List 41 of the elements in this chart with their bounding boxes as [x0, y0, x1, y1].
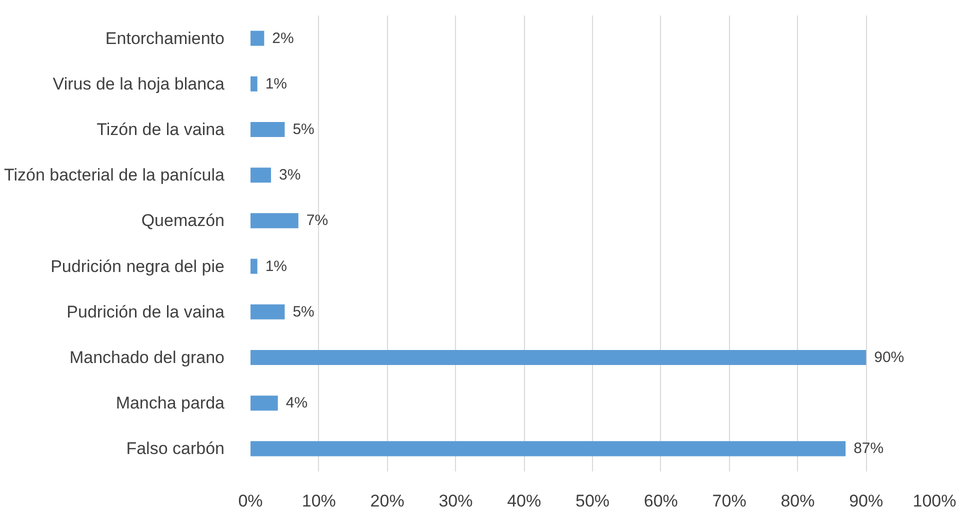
y-tick-label: Falso carbón: [126, 439, 225, 458]
data-label: 2%: [272, 30, 294, 47]
bar: [250, 350, 866, 366]
x-tick-label: 40%: [507, 492, 542, 510]
data-label: 5%: [292, 303, 314, 320]
bar: [250, 76, 258, 92]
x-tick-label: 80%: [780, 492, 815, 510]
x-tick-label: 90%: [849, 492, 884, 510]
x-tick-label: 0%: [238, 492, 263, 510]
bar: [250, 213, 298, 228]
y-tick-label: Manchado del grano: [70, 348, 225, 367]
x-tick-label: 70%: [712, 492, 746, 510]
y-tick-label: Quemazón: [141, 211, 225, 230]
data-label: 90%: [874, 349, 904, 366]
x-tick-label: 20%: [370, 492, 404, 510]
y-tick-label: Pudrición de la vaina: [66, 302, 226, 322]
y-tick-label: Pudrición negra del pie: [50, 256, 225, 276]
bar: [250, 441, 846, 456]
y-tick-label: Entorchamiento: [105, 28, 225, 48]
bar: [250, 258, 258, 274]
bar: [250, 304, 285, 320]
x-tick-label: 30%: [438, 492, 473, 510]
data-label: 1%: [265, 258, 288, 275]
bar: [250, 396, 278, 411]
x-tick-label: 60%: [644, 492, 678, 510]
data-label: 4%: [286, 394, 308, 412]
x-tick-label: 10%: [302, 492, 336, 510]
y-tick-label: Virus de la hoja blanca: [52, 74, 226, 94]
y-tick-label: Tizón de la vaina: [96, 120, 226, 139]
data-label: 87%: [854, 440, 884, 458]
data-label: 1%: [265, 75, 288, 92]
bar: [250, 122, 285, 138]
y-tick-label: Mancha parda: [116, 394, 226, 413]
data-label: 3%: [279, 166, 301, 184]
data-label: 5%: [292, 121, 314, 138]
y-tick-label: Tizón bacterial de la panícula: [4, 166, 226, 185]
x-tick-label: 100%: [912, 492, 956, 510]
x-tick-label: 50%: [575, 492, 610, 510]
data-label: 7%: [306, 212, 328, 230]
bar: [250, 168, 272, 183]
bar: [250, 30, 264, 46]
